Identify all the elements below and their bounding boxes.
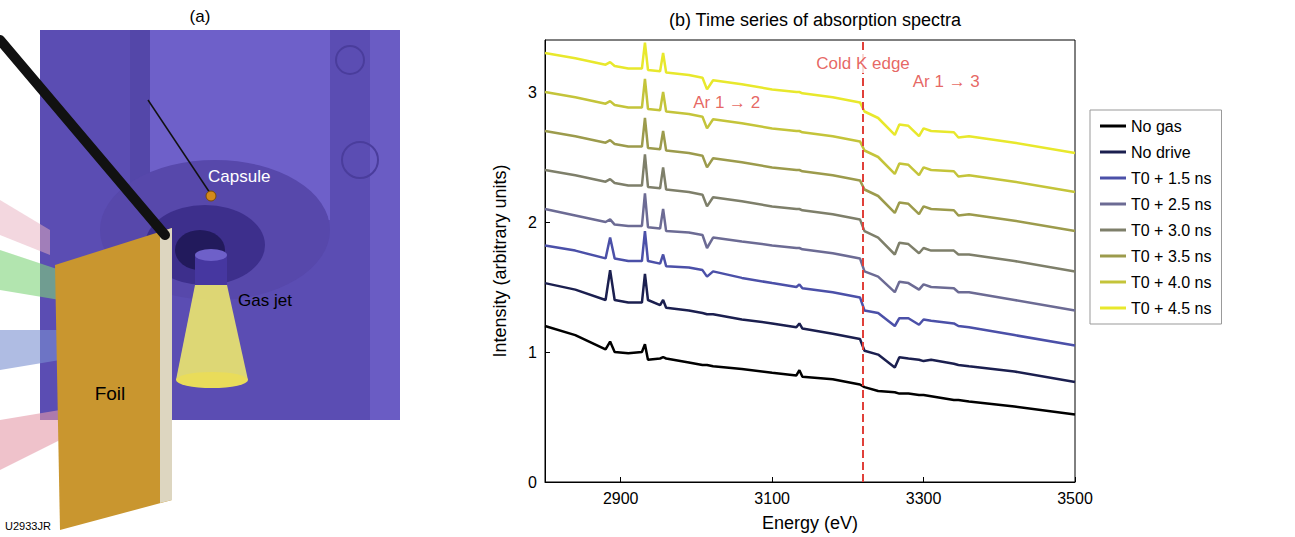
svg-text:Capsule: Capsule [208, 167, 270, 186]
svg-text:T0 + 4.0 ns: T0 + 4.0 ns [1131, 274, 1212, 291]
svg-text:T0 + 3.5 ns: T0 + 3.5 ns [1131, 248, 1212, 265]
svg-text:0: 0 [528, 474, 537, 491]
svg-text:Foil: Foil [95, 383, 126, 404]
svg-text:T0 + 2.5 ns: T0 + 2.5 ns [1131, 196, 1212, 213]
svg-text:3: 3 [528, 84, 537, 101]
svg-text:3100: 3100 [754, 490, 790, 507]
svg-text:Energy (eV): Energy (eV) [762, 513, 858, 533]
svg-text:(a): (a) [190, 7, 211, 26]
svg-text:3500: 3500 [1057, 490, 1093, 507]
svg-text:T0 + 4.5 ns: T0 + 4.5 ns [1131, 300, 1212, 317]
svg-text:Ar 1 → 2: Ar 1 → 2 [693, 93, 760, 112]
svg-text:Cold K edge: Cold K edge [816, 54, 910, 73]
svg-text:T0 + 3.0 ns: T0 + 3.0 ns [1131, 222, 1212, 239]
svg-text:(b) Time series of absorption: (b) Time series of absorption spectra [669, 10, 962, 30]
svg-text:No gas: No gas [1131, 118, 1182, 135]
svg-text:3300: 3300 [906, 490, 942, 507]
svg-text:Gas jet: Gas jet [238, 291, 292, 310]
svg-text:Ar 1 → 3: Ar 1 → 3 [913, 72, 980, 91]
svg-text:2900: 2900 [603, 490, 639, 507]
svg-text:No drive: No drive [1131, 144, 1191, 161]
svg-text:1: 1 [528, 344, 537, 361]
svg-text:T0 + 1.5 ns: T0 + 1.5 ns [1131, 170, 1212, 187]
svg-text:Intensity (arbitrary units): Intensity (arbitrary units) [490, 164, 510, 357]
svg-text:2: 2 [528, 214, 537, 231]
svg-text:U2933JR: U2933JR [5, 520, 51, 532]
